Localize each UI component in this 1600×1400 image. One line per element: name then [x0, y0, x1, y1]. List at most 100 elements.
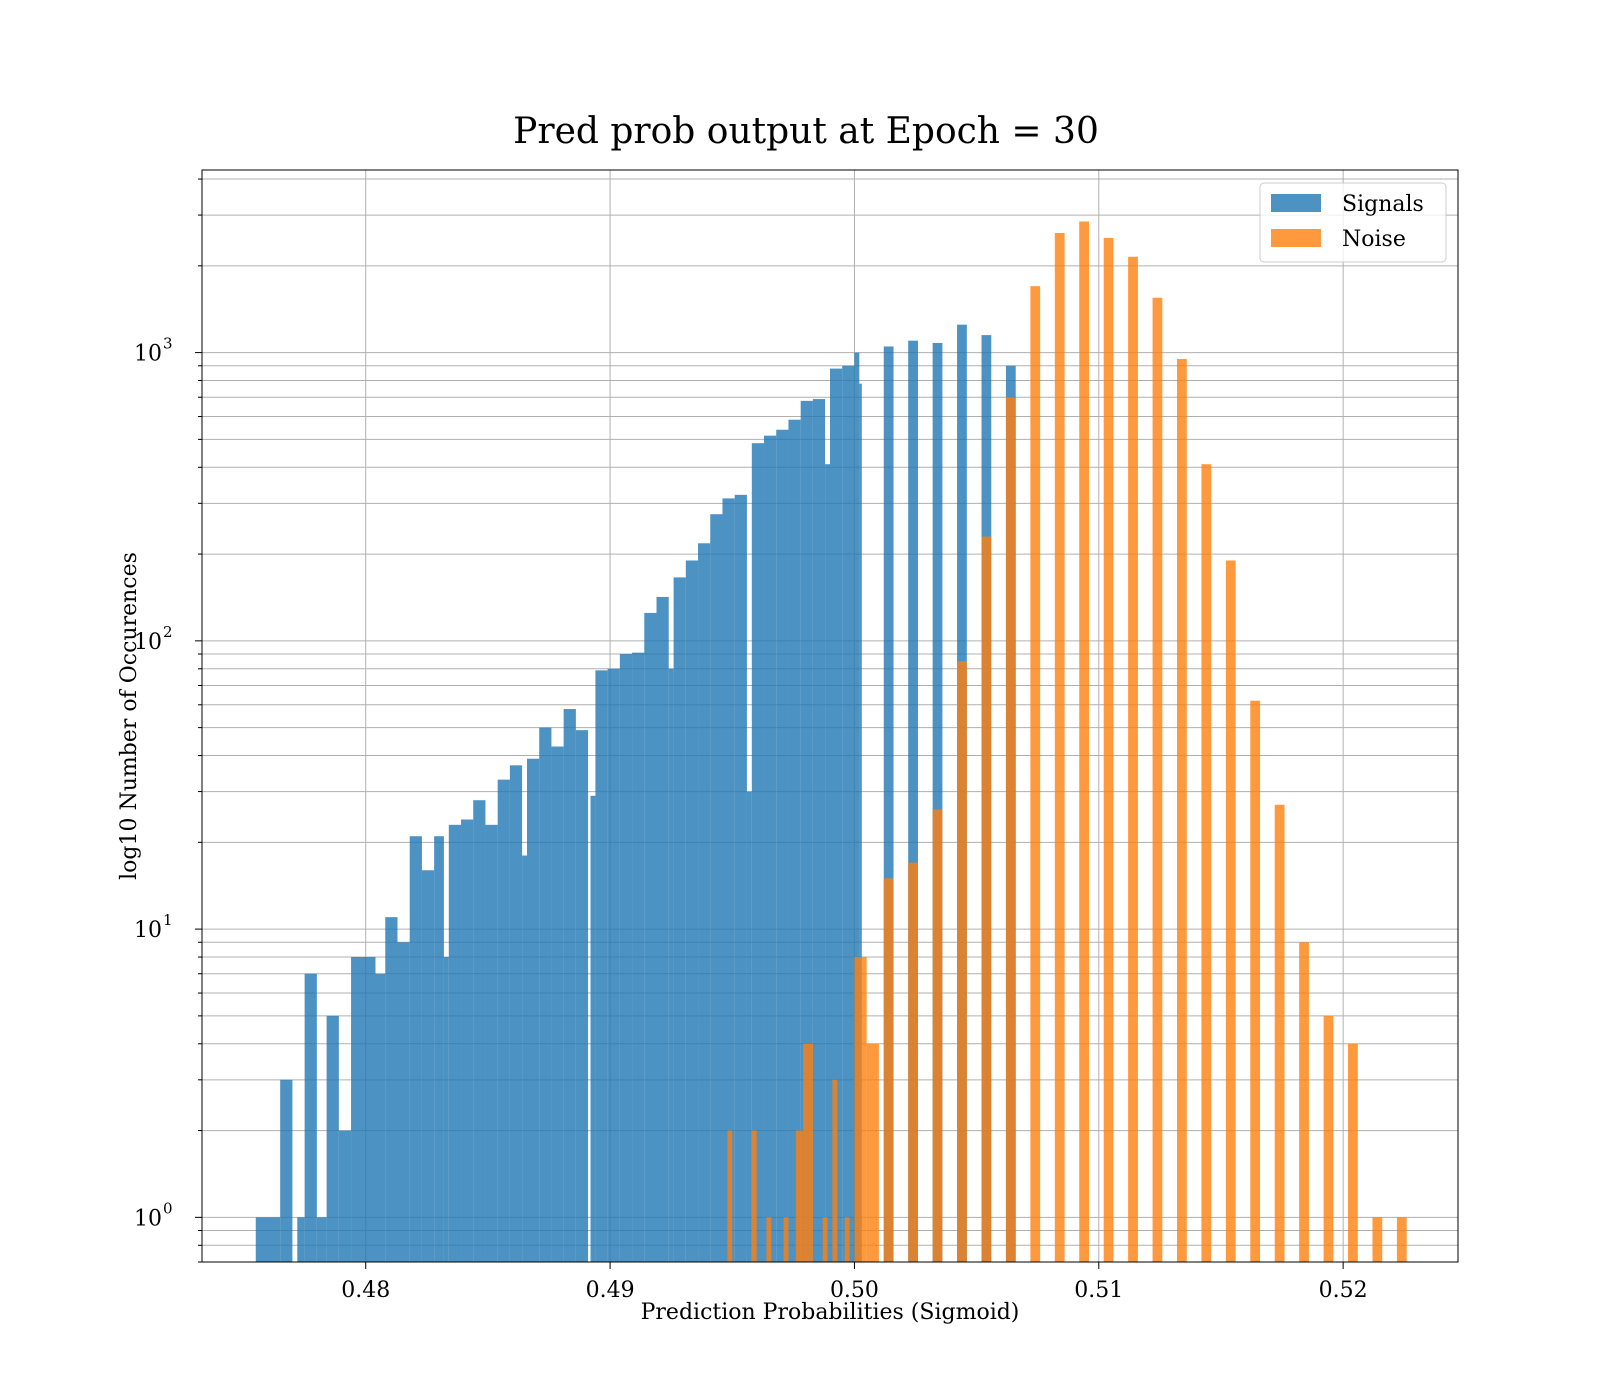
noise-bar-12 — [908, 862, 918, 1262]
noise-bar-6 — [822, 1217, 828, 1262]
noise-bar-9 — [854, 957, 867, 1262]
legend-swatch-noise — [1271, 229, 1321, 247]
signals-bar-20 — [509, 765, 523, 1262]
noise-bar-26 — [1250, 700, 1261, 1262]
signals-bar-26 — [575, 730, 589, 1262]
signals-bar-4 — [316, 1217, 327, 1262]
noise-bar-11 — [883, 878, 894, 1262]
signals-bar-16 — [461, 819, 474, 1262]
signals-bar-7 — [351, 957, 376, 1262]
signals-bar-23 — [539, 727, 552, 1262]
signals-bar-11 — [409, 836, 422, 1262]
signals-bar-14 — [443, 957, 449, 1262]
x-axis-label: Prediction Probabilities (Sigmoid) — [641, 1300, 1020, 1325]
signals-bar-33 — [656, 596, 669, 1262]
noise-bar-29 — [1323, 1015, 1334, 1262]
signals-bar-3 — [304, 973, 317, 1262]
signals-bar-19 — [497, 779, 510, 1262]
noise-bar-28 — [1299, 942, 1309, 1262]
y-tick-exponent-3: 3 — [163, 335, 173, 353]
noise-bar-23 — [1176, 359, 1187, 1263]
signals-bar-13 — [434, 836, 444, 1262]
y-tick-exponent-1: 1 — [163, 911, 173, 929]
signals-bar-55 — [932, 342, 943, 1262]
legend-swatch-signals — [1271, 194, 1321, 212]
signals-bar-8 — [375, 973, 386, 1262]
signals-bar-0 — [255, 1217, 281, 1262]
signals-bar-47 — [812, 399, 826, 1262]
noise-bar-13 — [932, 809, 943, 1262]
signals-bar-15 — [448, 824, 462, 1262]
x-axis: 0.48 0.49 0.50 0.51 0.52 — [341, 1262, 1368, 1303]
noise-bar-30 — [1348, 1043, 1358, 1262]
signals-bar-36 — [685, 560, 699, 1262]
signals-bar-10 — [397, 942, 410, 1262]
signals-bar-24 — [551, 746, 564, 1262]
signals-bar-49 — [830, 368, 843, 1262]
signals-bar-17 — [473, 800, 486, 1262]
signals-bar-54 — [908, 340, 918, 1262]
signals-bar-50 — [842, 365, 855, 1262]
chart-title: Pred prob output at Epoch = 30 — [513, 111, 1099, 152]
signals-bar-37 — [698, 543, 711, 1262]
y-tick-exponent-0: 0 — [163, 1199, 173, 1217]
signals-bar-2 — [297, 1217, 305, 1262]
noise-bar-10 — [866, 1043, 879, 1262]
y-axis-label: log10 Number of Occurences — [117, 552, 142, 880]
noise-bar-5 — [803, 1043, 813, 1262]
signals-bar-30 — [619, 654, 633, 1262]
noise-bar-25 — [1225, 560, 1236, 1262]
noise-bar-2 — [766, 1217, 772, 1262]
noise-bar-14 — [957, 661, 967, 1262]
y-tick-exponent-2: 2 — [163, 623, 173, 641]
y-tick-label-3: 10 — [134, 342, 162, 367]
signals-bar-38 — [710, 514, 723, 1262]
legend: Signals Noise — [1259, 182, 1447, 263]
noise-bar-20 — [1103, 237, 1114, 1262]
signals-bar-29 — [607, 668, 620, 1262]
signals-bar-43 — [764, 435, 777, 1262]
x-tick-label-1: 0.49 — [586, 1278, 635, 1303]
signals-bar-22 — [526, 758, 540, 1262]
legend-label-noise: Noise — [1342, 227, 1406, 252]
noise-bar-15 — [981, 536, 992, 1262]
signals-bar-35 — [673, 577, 686, 1262]
noise-bar-21 — [1128, 256, 1138, 1262]
x-tick-label-0: 0.48 — [341, 1278, 390, 1303]
signals-bar-41 — [746, 791, 752, 1262]
signals-bar-31 — [632, 652, 645, 1262]
signals-bar-39 — [722, 498, 735, 1262]
signals-bar-34 — [668, 668, 674, 1262]
noise-bar-4 — [795, 1130, 804, 1262]
signals-bar-52 — [859, 383, 862, 1263]
noise-bar-18 — [1054, 232, 1065, 1263]
signals-bar-32 — [644, 612, 657, 1262]
noise-bar-0 — [727, 1130, 733, 1262]
noise-bars — [727, 221, 1407, 1263]
signals-bar-5 — [326, 1015, 339, 1262]
signals-bar-40 — [734, 494, 747, 1262]
signals-bar-44 — [776, 429, 789, 1262]
legend-label-signals: Signals — [1342, 192, 1424, 217]
noise-bar-16 — [1005, 397, 1016, 1262]
y-tick-label-1: 10 — [134, 918, 162, 943]
noise-bar-3 — [783, 1217, 789, 1262]
noise-bar-7 — [832, 1079, 838, 1262]
noise-bar-1 — [751, 1130, 757, 1262]
signals-bar-42 — [751, 443, 765, 1263]
signals-bar-18 — [485, 824, 498, 1262]
y-tick-label-2: 10 — [134, 630, 162, 655]
x-tick-label-2: 0.50 — [830, 1278, 879, 1303]
signals-bar-12 — [421, 870, 435, 1262]
signals-bar-1 — [280, 1079, 293, 1262]
plot-frame — [201, 169, 1459, 1263]
signals-bars — [255, 324, 1016, 1263]
signals-bar-21 — [522, 855, 527, 1262]
x-tick-label-3: 0.51 — [1074, 1278, 1123, 1303]
noise-bar-27 — [1274, 804, 1285, 1262]
y-tick-label-0: 10 — [134, 1206, 162, 1231]
noise-bar-17 — [1030, 286, 1041, 1262]
signals-bar-27 — [590, 795, 596, 1262]
